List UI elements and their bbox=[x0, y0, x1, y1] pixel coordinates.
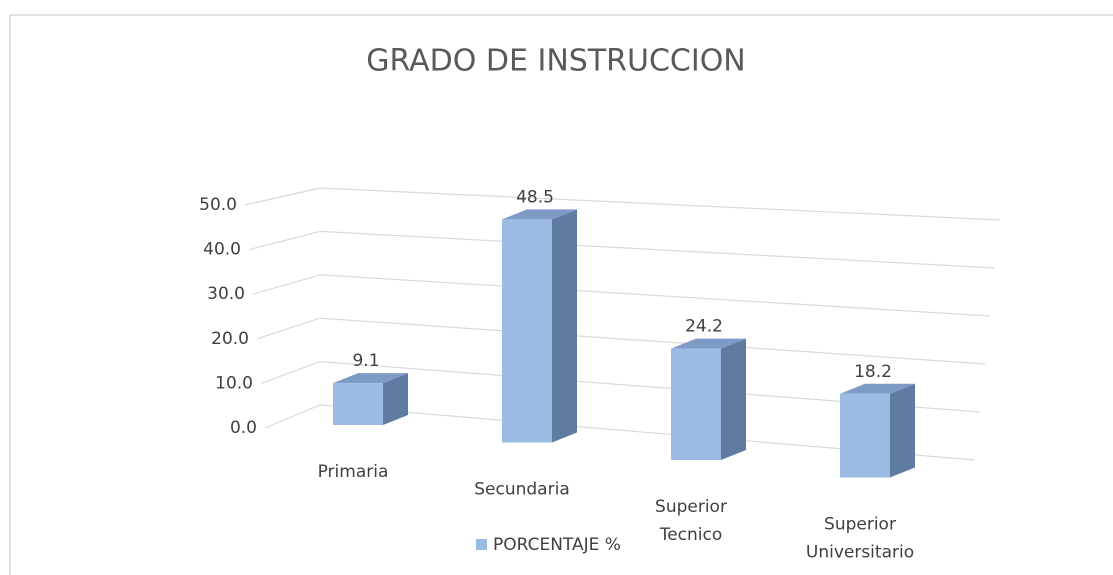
bar bbox=[502, 209, 577, 443]
legend-label: PORCENTAJE % bbox=[493, 535, 621, 555]
legend-swatch bbox=[476, 539, 487, 550]
y-tick-label: 30.0 bbox=[207, 284, 245, 304]
y-tick-label: 40.0 bbox=[203, 240, 241, 260]
value-label: 18.2 bbox=[854, 362, 892, 382]
bar-front bbox=[502, 219, 552, 443]
grid-line bbox=[252, 274, 991, 317]
bar-side bbox=[552, 209, 577, 443]
y-tick-label: 10.0 bbox=[215, 373, 253, 393]
value-label: 48.5 bbox=[516, 187, 554, 207]
bar-top bbox=[502, 209, 577, 220]
bar-top bbox=[840, 383, 915, 394]
bar-side bbox=[383, 373, 408, 425]
value-label: 9.1 bbox=[352, 351, 379, 371]
chart-title: GRADO DE INSTRUCCION bbox=[366, 44, 746, 79]
bar-top bbox=[671, 338, 746, 349]
bar-side bbox=[721, 338, 746, 460]
bar bbox=[840, 383, 915, 478]
x-tick-label: Secundaria bbox=[474, 480, 569, 500]
bar-front bbox=[671, 348, 721, 460]
grid-line bbox=[256, 317, 986, 365]
bar-front bbox=[333, 383, 383, 425]
y-tick-label: 20.0 bbox=[211, 329, 249, 349]
grid-line bbox=[248, 230, 996, 269]
value-label: 24.2 bbox=[685, 317, 723, 337]
grid-line bbox=[260, 360, 981, 413]
x-tick-label: Superior Universitario bbox=[806, 515, 914, 563]
bar-front bbox=[840, 393, 890, 478]
chart-border bbox=[9, 14, 1113, 575]
y-tick-label: 0.0 bbox=[230, 418, 257, 438]
bar bbox=[333, 373, 408, 425]
bar-top bbox=[333, 373, 408, 384]
bar bbox=[671, 338, 746, 460]
x-tick-label: Primaria bbox=[318, 462, 389, 482]
bar-side bbox=[890, 383, 915, 478]
y-tick-label: 50.0 bbox=[199, 195, 237, 215]
grid-line bbox=[244, 187, 1001, 221]
x-tick-label: Superior Tecnico bbox=[655, 497, 727, 545]
grid-line bbox=[264, 404, 976, 461]
